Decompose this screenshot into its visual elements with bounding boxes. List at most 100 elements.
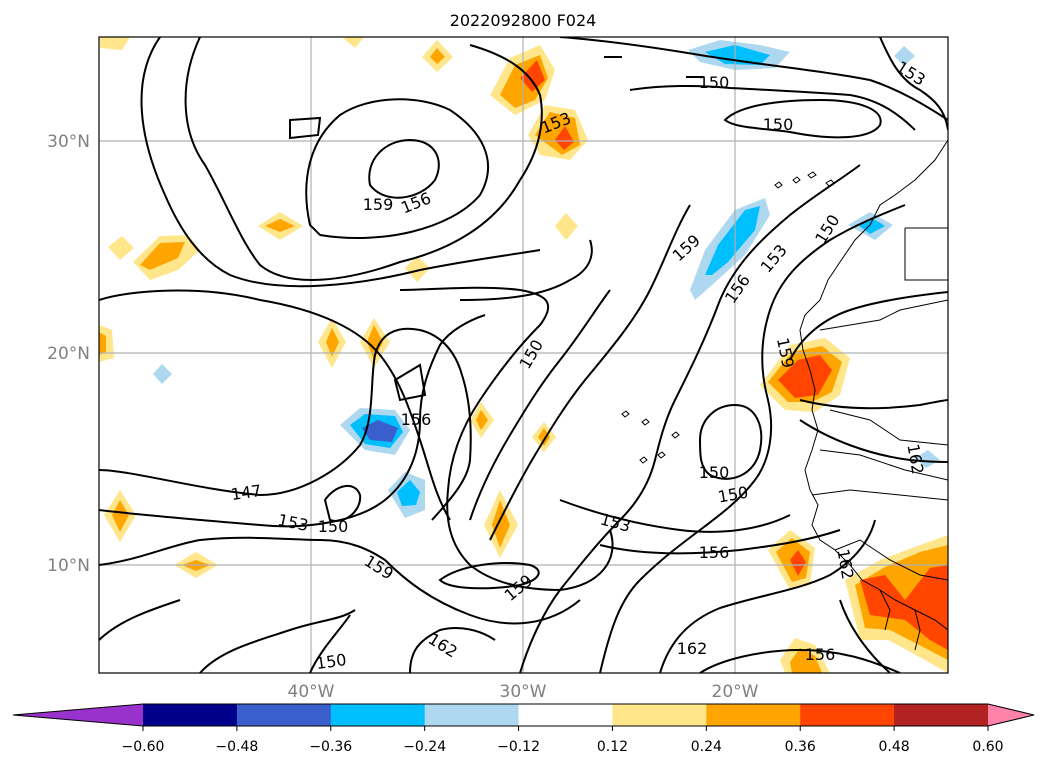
colorbar-segment bbox=[894, 704, 989, 726]
colorbar-extend-low bbox=[13, 704, 143, 726]
contour-line bbox=[368, 138, 440, 199]
colorbar-segment bbox=[612, 704, 707, 726]
negative-anomaly-patch bbox=[705, 45, 770, 65]
contour-line bbox=[99, 599, 181, 641]
contour-line bbox=[519, 164, 861, 673]
map-frame bbox=[98, 36, 949, 674]
positive-anomaly-patch bbox=[100, 37, 130, 50]
lon-label-30w: 30°W bbox=[500, 682, 547, 702]
country-border bbox=[829, 409, 948, 446]
colorbar-tick-label: −0.12 bbox=[497, 739, 540, 755]
positive-anomaly-patch bbox=[405, 256, 430, 282]
contour-label: 150 bbox=[315, 650, 348, 673]
positive-anomaly-patch bbox=[555, 126, 574, 150]
positive-anomaly-patch bbox=[326, 328, 339, 357]
colorbar-tick-label: 0.48 bbox=[879, 739, 910, 755]
contour-line bbox=[559, 37, 948, 121]
colorbar-tick-label: −0.24 bbox=[403, 739, 446, 755]
cape-verde-islands bbox=[621, 410, 680, 464]
negative-anomaly-patch bbox=[362, 420, 398, 442]
lon-label-40w: 40°W bbox=[288, 682, 335, 702]
contour-label: 156 bbox=[699, 543, 730, 562]
country-border bbox=[819, 299, 948, 331]
coastline-africa bbox=[799, 139, 948, 631]
colorbar-tick-label: −0.60 bbox=[122, 739, 165, 755]
colorbar-tick-label: 0.36 bbox=[785, 739, 816, 755]
height-contours bbox=[99, 37, 948, 673]
positive-anomaly-patch bbox=[265, 219, 295, 232]
lat-label-30n: 30°N bbox=[47, 132, 90, 152]
contour-line bbox=[723, 98, 882, 139]
contour-line bbox=[659, 519, 876, 673]
negative-anomaly-patch bbox=[153, 364, 172, 384]
country-border bbox=[834, 539, 948, 581]
positive-anomaly-patch bbox=[520, 60, 545, 92]
contour-line bbox=[799, 419, 948, 463]
contour-label: 159 bbox=[363, 195, 394, 214]
contour-line bbox=[399, 286, 614, 592]
positive-anomaly-patch bbox=[140, 242, 185, 270]
contour-labels: 159 156 153 150 150 153 150 159 156 153 … bbox=[230, 57, 929, 673]
contour-label: 150 bbox=[763, 115, 794, 134]
coastlines bbox=[621, 139, 948, 651]
contour-line bbox=[99, 327, 472, 521]
contour-line bbox=[699, 648, 901, 673]
country-border bbox=[879, 589, 891, 631]
colorbar-segment bbox=[143, 704, 238, 726]
country-border bbox=[914, 609, 921, 651]
canary-islands bbox=[774, 171, 835, 189]
positive-anomaly-patch bbox=[430, 48, 445, 64]
shaded-anomaly-fields bbox=[99, 37, 948, 673]
positive-anomaly-patch bbox=[367, 325, 383, 360]
contour-line bbox=[629, 84, 916, 131]
negative-anomaly-patch bbox=[894, 46, 915, 66]
contour-line bbox=[199, 609, 356, 673]
contour-line bbox=[289, 116, 322, 140]
positive-anomaly-patch bbox=[790, 648, 822, 673]
country-border bbox=[904, 228, 948, 281]
contour-line bbox=[438, 562, 540, 590]
positive-anomaly-patch bbox=[108, 236, 134, 260]
colorbar-segment bbox=[330, 704, 426, 726]
negative-anomaly-patch bbox=[397, 480, 420, 506]
colorbar-segment bbox=[800, 704, 895, 726]
country-border bbox=[811, 489, 948, 501]
contour-line bbox=[469, 289, 611, 521]
contour-line bbox=[489, 204, 691, 541]
positive-anomaly-patch bbox=[112, 500, 129, 532]
colorbar-tick-label: −0.36 bbox=[309, 739, 352, 755]
contour-label: 150 bbox=[318, 517, 349, 536]
contour-line bbox=[309, 614, 351, 673]
negative-anomaly-patch bbox=[915, 450, 940, 468]
contour-label: 156 bbox=[805, 645, 836, 664]
contour-label: 147 bbox=[230, 481, 263, 504]
colorbar: −0.60 −0.48 −0.36 −0.24 −0.12 0.12 0.24 0.36 0.4… bbox=[12, 703, 1035, 755]
colorbar-tick-label: 0.12 bbox=[597, 739, 628, 755]
contour-line bbox=[799, 399, 948, 410]
positive-anomaly-patch bbox=[790, 550, 806, 576]
contour-line bbox=[698, 403, 763, 480]
colorbar-segment bbox=[236, 704, 332, 726]
colorbar-extend-high bbox=[988, 704, 1034, 726]
contour-line bbox=[459, 239, 593, 301]
map-title: 2022092800 F024 bbox=[450, 11, 597, 30]
contour-line bbox=[839, 599, 891, 673]
positive-anomaly-patch bbox=[778, 355, 832, 398]
contour-line bbox=[99, 536, 581, 625]
contour-line bbox=[599, 529, 841, 555]
colorbar-tick-label: −0.48 bbox=[215, 739, 258, 755]
lon-label-20w: 20°W bbox=[712, 682, 759, 702]
contour-label: 162 bbox=[677, 639, 708, 658]
contour-line bbox=[599, 204, 906, 673]
contour-label: 156 bbox=[401, 410, 432, 429]
lat-label-10n: 10°N bbox=[47, 556, 90, 576]
contour-line bbox=[789, 291, 948, 361]
contour-line bbox=[879, 37, 948, 131]
contour-line bbox=[323, 485, 362, 522]
contour-line bbox=[99, 289, 451, 521]
positive-anomaly-patch bbox=[538, 428, 550, 446]
contour-line bbox=[409, 627, 496, 673]
colorbar-segment bbox=[706, 704, 801, 726]
contour-line bbox=[393, 363, 427, 402]
contour-line bbox=[99, 314, 486, 528]
